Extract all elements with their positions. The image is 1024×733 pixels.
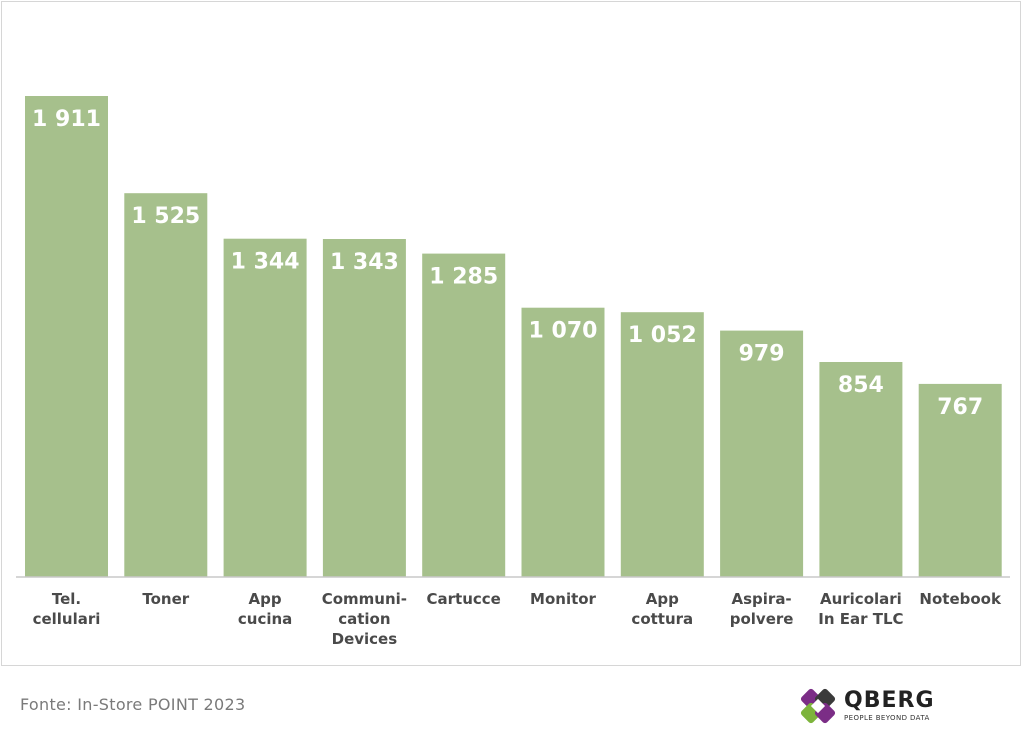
chart-frame: 1 911 1 525 1 344 1 343 1 285 1 070 1 052 979 85… (1, 1, 1021, 666)
category-label-line: In Ear TLC (818, 610, 903, 628)
category-label: Toner (142, 590, 189, 608)
bar-value-label: 1 525 (131, 204, 200, 229)
bar (521, 307, 605, 577)
category-label-line: Auricolari (820, 590, 902, 608)
category-label-line: Tel. (52, 590, 81, 608)
bar-value-label: 1 343 (330, 250, 399, 275)
category-label: Tel. cellulari (33, 590, 101, 628)
category-label-line: cation (338, 610, 390, 628)
bar-value-label: 1 911 (32, 107, 101, 132)
bar (918, 383, 1002, 577)
category-label: Communi-cation Devices (322, 590, 407, 648)
bar (322, 239, 406, 577)
category-label-line: App (249, 590, 282, 608)
bar (124, 193, 208, 577)
category-label-line: polvere (730, 610, 794, 628)
bar-value-label: 1 344 (231, 250, 300, 275)
bar (819, 362, 903, 577)
bar (223, 238, 307, 577)
source-note: Fonte: In-Store POINT 2023 (20, 695, 246, 714)
bar (25, 96, 108, 577)
category-label-line: Aspira- (732, 590, 792, 608)
qberg-logo-mark-icon (800, 688, 836, 724)
category-label-line: cucina (238, 610, 292, 628)
category-label-line: App (646, 590, 679, 608)
bar-value-label: 1 070 (529, 319, 598, 344)
bar (720, 330, 804, 577)
category-label-line: Cartucce (427, 590, 501, 608)
category-label: Auricolari In Ear TLC (818, 590, 903, 628)
category-label-line: Notebook (919, 590, 1002, 608)
qberg-logo: QBERG PEOPLE BEYOND DATA (800, 686, 950, 728)
logo-wordmark: QBERG (844, 688, 935, 713)
logo-tagline: PEOPLE BEYOND DATA (844, 714, 930, 722)
bar-value-label: 1 052 (628, 323, 697, 348)
bar-chart: 1 911 1 525 1 344 1 343 1 285 1 070 1 052 979 85… (16, 96, 1010, 648)
bar (422, 253, 506, 577)
bar-value-label: 1 285 (429, 265, 498, 290)
category-label: Monitor (530, 590, 597, 608)
category-label-line: cottura (631, 610, 693, 628)
category-label: Aspira-polvere (730, 590, 794, 628)
category-label: App cucina (238, 590, 292, 628)
bar-value-label: 979 (739, 342, 785, 367)
category-label: Notebook (919, 590, 1002, 608)
bar-value-label: 767 (937, 395, 983, 420)
category-label-line: Devices (332, 630, 398, 648)
category-label-line: Communi- (322, 590, 407, 608)
bar-value-label: 854 (838, 373, 884, 398)
category-label-line: Toner (142, 590, 189, 608)
category-label-line: Monitor (530, 590, 597, 608)
bar (620, 312, 704, 577)
category-label-line: cellulari (33, 610, 101, 628)
category-label: App cottura (631, 590, 693, 628)
category-label: Cartucce (427, 590, 501, 608)
